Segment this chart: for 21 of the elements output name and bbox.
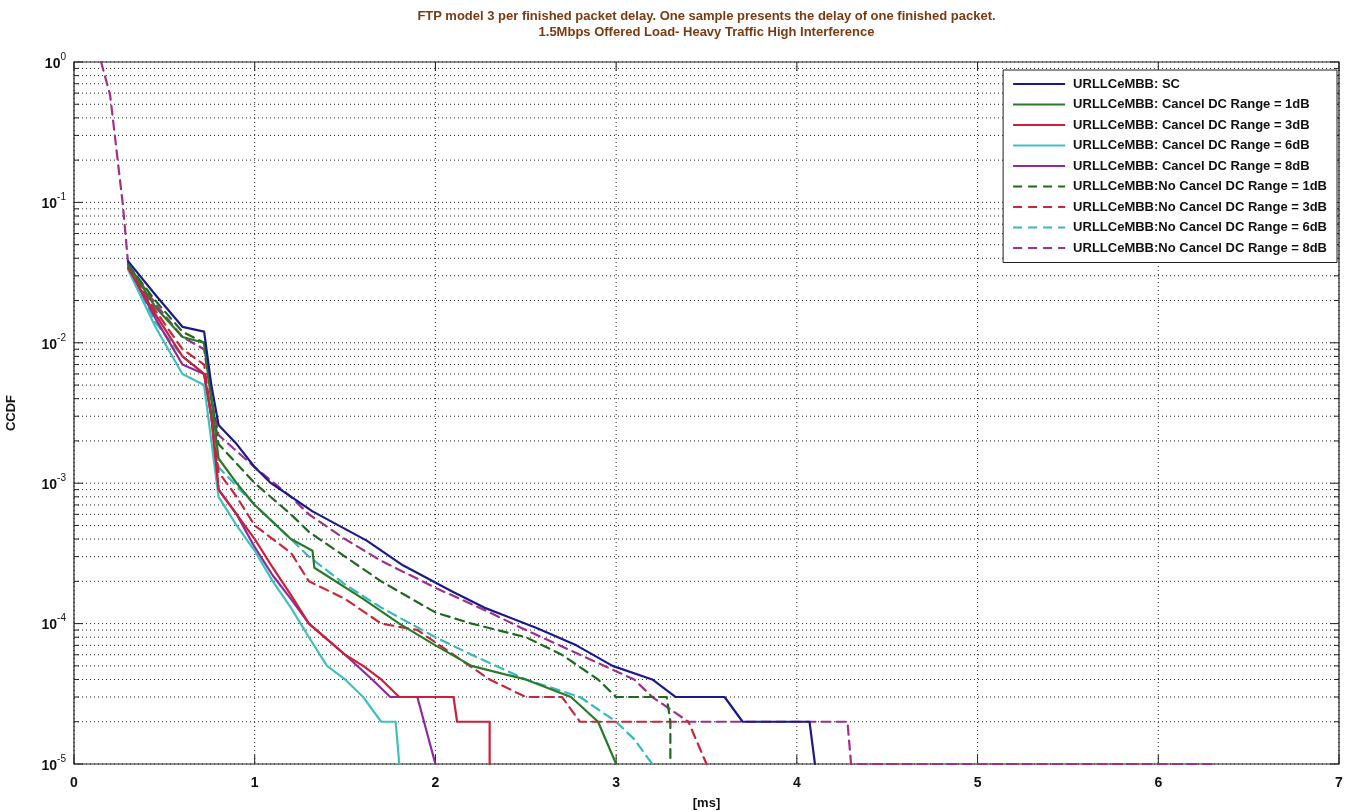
x-tick-label: 6: [1154, 774, 1163, 791]
legend-label: URLLCeMBB:No Cancel DC Range = 1dB: [1073, 178, 1327, 194]
legend-label: URLLCeMBB: Cancel DC Range = 8dB: [1073, 157, 1310, 173]
legend-label: URLLCeMBB:No Cancel DC Range = 8dB: [1073, 239, 1327, 255]
x-tick-label: 1: [250, 774, 259, 791]
x-tick-label: 0: [70, 774, 79, 791]
y-axis-title: CCDF: [3, 394, 19, 432]
x-tick-label: 4: [792, 774, 801, 791]
legend-label: URLLCeMBB: Cancel DC Range = 3dB: [1073, 116, 1310, 132]
legend-label: URLLCeMBB: SC: [1073, 75, 1181, 91]
legend-label: URLLCeMBB:No Cancel DC Range = 6dB: [1073, 219, 1327, 235]
chart-title: FTP model 3 per finished packet delay. One sample presents the delay of one finished packet.: [417, 8, 996, 23]
x-tick-label: 7: [1335, 774, 1344, 791]
legend-label: URLLCeMBB: Cancel DC Range = 1dB: [1073, 96, 1310, 112]
legend-label: URLLCeMBB:No Cancel DC Range = 3dB: [1073, 198, 1327, 214]
x-tick-label: 2: [431, 774, 440, 791]
legend-label: URLLCeMBB: Cancel DC Range = 6dB: [1073, 137, 1310, 153]
chart-subtitle: 1.5Mbps Offered Load- Heavy Traffic High Interference: [538, 24, 875, 39]
x-tick-label: 3: [612, 774, 621, 791]
x-tick-label: 5: [973, 774, 982, 791]
x-axis-title: [ms]: [692, 794, 721, 810]
